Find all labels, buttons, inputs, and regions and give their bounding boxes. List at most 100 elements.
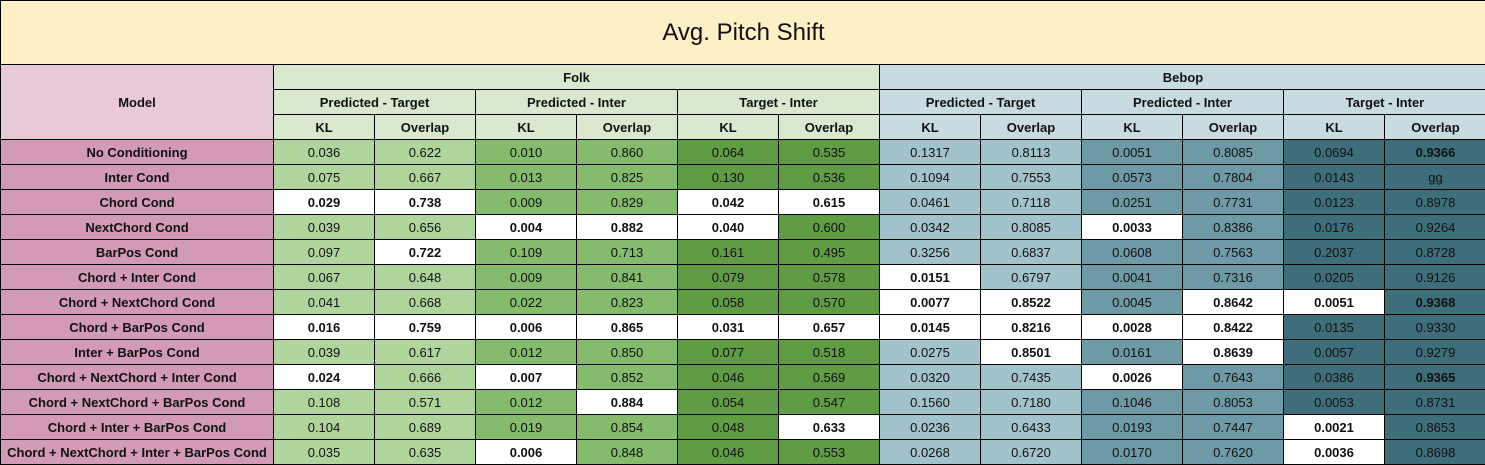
value-cell: 0.040 (677, 214, 779, 240)
table-row: Chord + NextChord Cond 0.041 0.668 0.022 0.8… (0, 289, 1485, 315)
value-cell: 0.495 (778, 239, 880, 265)
model-name-cell: Inter + BarPos Cond (0, 339, 274, 365)
value-cell: 0.0193 (1081, 414, 1183, 440)
value-cell: 0.9368 (1384, 289, 1485, 315)
value-cell: 0.553 (778, 439, 880, 465)
value-cell: 0.077 (677, 339, 779, 365)
pair-header: Predicted - Target (879, 89, 1082, 115)
value-cell: 0.0077 (879, 289, 981, 315)
value-cell: 0.0461 (879, 189, 981, 215)
metric-header: KL (677, 114, 779, 140)
value-cell: 0.035 (273, 439, 375, 465)
value-cell: 0.010 (475, 139, 577, 165)
value-cell: 0.046 (677, 439, 779, 465)
value-cell: 0.1560 (879, 389, 981, 415)
metric-header: Overlap (576, 114, 678, 140)
value-cell: 0.7118 (980, 189, 1082, 215)
model-name-cell: NextChord Cond (0, 214, 274, 240)
value-cell: 0.064 (677, 139, 779, 165)
value-cell: 0.689 (374, 414, 476, 440)
model-name-cell: Chord + Inter + BarPos Cond (0, 414, 274, 440)
value-cell: 0.8653 (1384, 414, 1485, 440)
value-cell: 0.2037 (1283, 239, 1385, 265)
value-cell: 0.075 (273, 164, 375, 190)
value-cell: 0.7180 (980, 389, 1082, 415)
value-cell: 0.738 (374, 189, 476, 215)
value-cell: 0.6433 (980, 414, 1082, 440)
value-cell: 0.0143 (1283, 164, 1385, 190)
value-cell: 0.1046 (1081, 389, 1183, 415)
value-cell: 0.8216 (980, 314, 1082, 340)
value-cell: 0.7731 (1182, 189, 1284, 215)
value-cell: 0.759 (374, 314, 476, 340)
value-cell: 0.713 (576, 239, 678, 265)
value-cell: 0.0320 (879, 364, 981, 390)
value-cell: 0.0021 (1283, 414, 1385, 440)
metric-header: Overlap (778, 114, 880, 140)
value-cell: 0.8501 (980, 339, 1082, 365)
value-cell: 0.7435 (980, 364, 1082, 390)
value-cell: 0.8728 (1384, 239, 1485, 265)
value-cell: 0.0026 (1081, 364, 1183, 390)
value-cell: gg (1384, 164, 1485, 190)
value-cell: 0.668 (374, 289, 476, 315)
value-cell: 0.022 (475, 289, 577, 315)
table-title: Avg. Pitch Shift (0, 0, 1485, 65)
value-cell: 0.622 (374, 139, 476, 165)
value-cell: 0.518 (778, 339, 880, 365)
value-cell: 0.8522 (980, 289, 1082, 315)
value-cell: 0.7553 (980, 164, 1082, 190)
value-cell: 0.8422 (1182, 314, 1284, 340)
value-cell: 0.865 (576, 314, 678, 340)
table-row: BarPos Cond 0.097 0.722 0.109 0.713 0.161 0.49… (0, 239, 1485, 265)
value-cell: 0.0236 (879, 414, 981, 440)
model-name-cell: BarPos Cond (0, 239, 274, 265)
value-cell: 0.0051 (1283, 289, 1385, 315)
value-cell: 0.3256 (879, 239, 981, 265)
model-name-cell: Chord + Inter Cond (0, 264, 274, 290)
value-cell: 0.067 (273, 264, 375, 290)
value-cell: 0.0386 (1283, 364, 1385, 390)
value-cell: 0.012 (475, 339, 577, 365)
value-cell: 0.8085 (1182, 139, 1284, 165)
metric-header: KL (273, 114, 375, 140)
value-cell: 0.046 (677, 364, 779, 390)
value-cell: 0.012 (475, 389, 577, 415)
table-row: Chord + NextChord + BarPos Cond 0.108 0.57… (0, 389, 1485, 415)
value-cell: 0.841 (576, 264, 678, 290)
value-cell: 0.004 (475, 214, 577, 240)
pair-header: Predicted - Inter (1081, 89, 1284, 115)
value-cell: 0.0151 (879, 264, 981, 290)
value-cell: 0.0045 (1081, 289, 1183, 315)
metric-header: Overlap (1182, 114, 1284, 140)
value-cell: 0.041 (273, 289, 375, 315)
group-header-bebop: Bebop (879, 64, 1485, 90)
value-cell: 0.0608 (1081, 239, 1183, 265)
value-cell: 0.825 (576, 164, 678, 190)
pair-header: Predicted - Inter (475, 89, 678, 115)
value-cell: 0.8386 (1182, 214, 1284, 240)
metric-header: KL (879, 114, 981, 140)
value-cell: 0.7563 (1182, 239, 1284, 265)
value-cell: 0.536 (778, 164, 880, 190)
value-cell: 0.0145 (879, 314, 981, 340)
value-cell: 0.031 (677, 314, 779, 340)
value-cell: 0.8731 (1384, 389, 1485, 415)
value-cell: 0.0573 (1081, 164, 1183, 190)
value-cell: 0.823 (576, 289, 678, 315)
model-name-cell: Chord + NextChord Cond (0, 289, 274, 315)
model-name-cell: No Conditioning (0, 139, 274, 165)
value-cell: 0.570 (778, 289, 880, 315)
value-cell: 0.9365 (1384, 364, 1485, 390)
value-cell: 0.829 (576, 189, 678, 215)
value-cell: 0.019 (475, 414, 577, 440)
value-cell: 0.161 (677, 239, 779, 265)
value-cell: 0.569 (778, 364, 880, 390)
value-cell: 0.0161 (1081, 339, 1183, 365)
value-cell: 0.7804 (1182, 164, 1284, 190)
value-cell: 0.635 (374, 439, 476, 465)
value-cell: 0.860 (576, 139, 678, 165)
value-cell: 0.600 (778, 214, 880, 240)
value-cell: 0.104 (273, 414, 375, 440)
